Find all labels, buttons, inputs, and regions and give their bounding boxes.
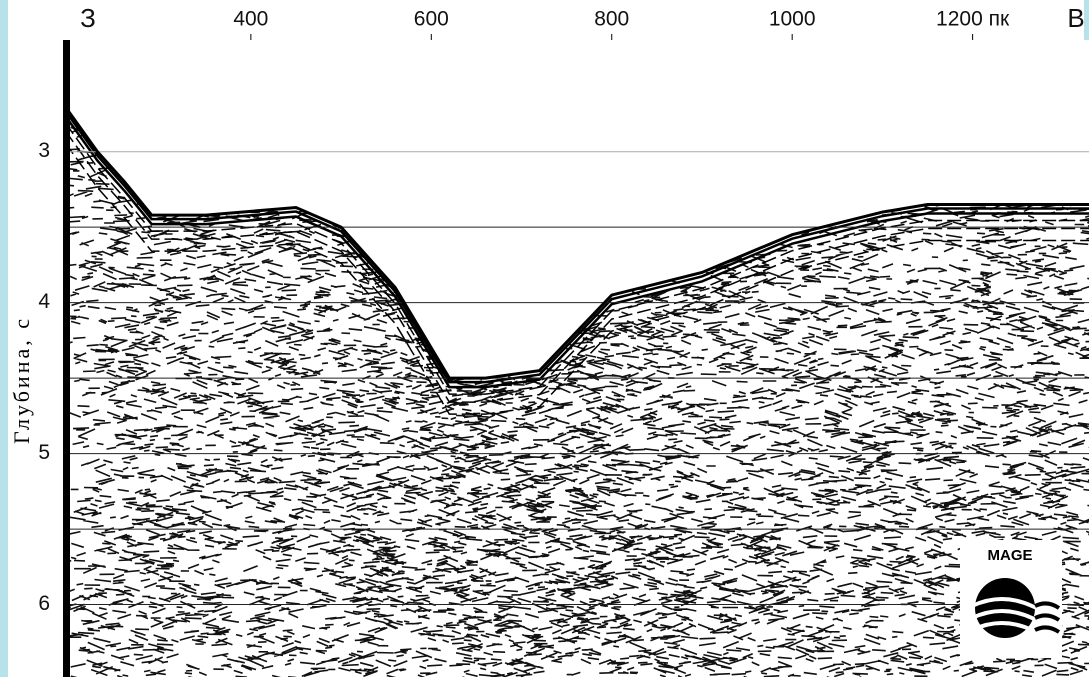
y-axis-label: Глубина, с [9, 316, 34, 444]
logo: MAGE [960, 540, 1062, 658]
x-tick-label: 800 [594, 8, 629, 31]
y-tick-label: 3 [38, 139, 50, 162]
frame-edge [1084, 0, 1089, 40]
x-tick-label: 1200 пк [936, 8, 1010, 31]
x-tick-label: 600 [414, 8, 449, 31]
chart: 40060080010001200 пк3456 З В Глубина, с … [0, 0, 1089, 677]
x-tick-label: 1000 [769, 8, 816, 31]
background [0, 0, 1089, 677]
right-label: В [1067, 3, 1084, 33]
logo-text: MAGE [988, 547, 1033, 564]
y-tick-label: 4 [38, 290, 50, 313]
frame-edge [0, 0, 8, 677]
y-tick-label: 5 [38, 441, 50, 464]
x-tick-label: 400 [233, 8, 268, 31]
y-tick-label: 6 [38, 592, 50, 615]
y-axis-bar [63, 40, 70, 677]
left-label: З [80, 3, 96, 33]
